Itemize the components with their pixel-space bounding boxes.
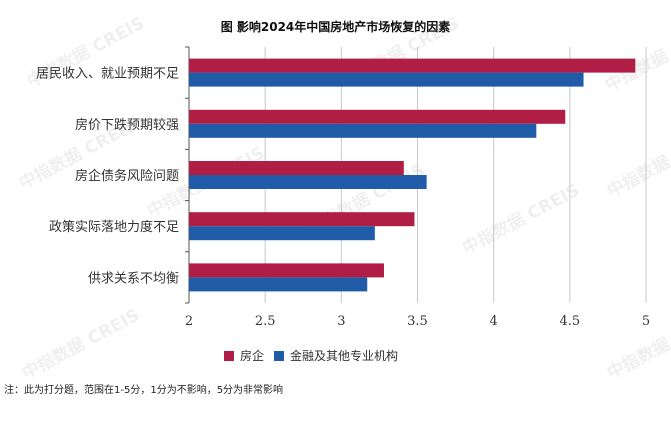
bar-finance — [189, 72, 584, 87]
legend: 房企 金融及其他专业机构 — [224, 347, 398, 364]
x-tick-label: 2 — [185, 314, 193, 329]
x-tick-label: 4.5 — [559, 314, 580, 329]
x-tick-label: 3.5 — [407, 314, 428, 329]
bar-housing — [189, 109, 566, 124]
chart-title: 图 影响2024年中国房地产市场恢复的因素 — [220, 20, 451, 34]
x-tick-label: 5 — [642, 314, 650, 329]
x-tick-label: 4 — [490, 314, 498, 329]
category-label: 房价下跌预期较强 — [75, 117, 179, 133]
legend-swatch-finance — [274, 350, 285, 361]
category-label: 房企债务风险问题 — [75, 168, 179, 184]
bar-finance — [189, 277, 368, 292]
bar-housing — [189, 161, 404, 175]
footnote: 注：此为打分题，范围在1-5分，1分为不影响，5分为非常影响 — [4, 385, 284, 396]
bar-finance — [189, 175, 427, 189]
legend-label-finance: 金融及其他专业机构 — [290, 349, 399, 363]
bar-housing — [189, 212, 415, 227]
bar-finance — [189, 123, 537, 138]
category-label: 供求关系不均衡 — [88, 271, 179, 286]
bar-finance — [189, 226, 375, 241]
bar-housing — [189, 58, 636, 73]
category-label: 居民收入、就业预期不足 — [36, 67, 179, 82]
legend-swatch-housing — [224, 350, 234, 361]
x-tick-label: 3 — [337, 314, 345, 329]
category-label: 政策实际落地力度不足 — [49, 219, 179, 235]
bar-housing — [189, 263, 384, 278]
legend-label-housing: 房企 — [240, 349, 265, 363]
x-tick-label: 2.5 — [255, 314, 276, 329]
